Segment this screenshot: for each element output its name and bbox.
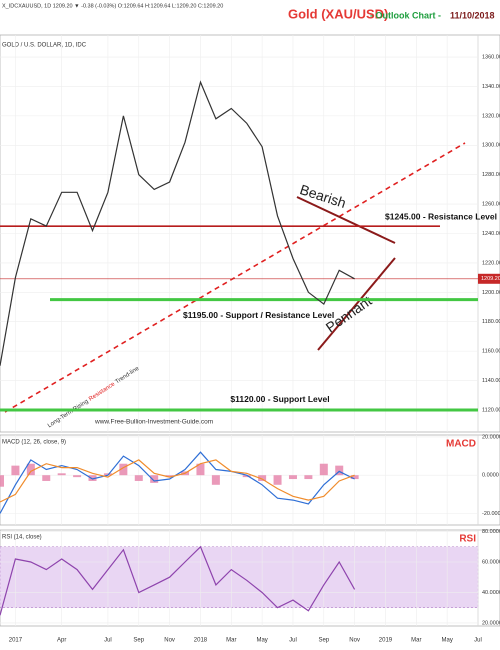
x-tick-label: Sep	[318, 638, 329, 644]
x-tick-label: Apr	[57, 638, 66, 644]
x-tick-label: May	[441, 638, 452, 644]
x-tick-label: 2018	[194, 638, 208, 644]
level-label: $1120.00 - Support Level	[230, 394, 329, 404]
title-date: 11/10/2018	[450, 10, 495, 20]
y-tick-label: 0.0000	[482, 473, 499, 479]
pane-label: MACD	[446, 439, 476, 450]
y-tick-label: 1200.00	[482, 290, 500, 296]
x-tick-label: Jul	[474, 638, 482, 644]
subtitle: GOLD / U.S. DOLLAR, 1D, IDC	[2, 43, 87, 49]
histogram-bar	[304, 475, 313, 480]
histogram-bar	[335, 465, 344, 476]
series-line	[0, 80, 355, 366]
histogram-bar	[150, 475, 159, 483]
x-tick-label: 2017	[9, 638, 23, 644]
histogram-bar	[11, 465, 20, 476]
histogram-bar	[57, 473, 66, 476]
y-tick-label: 1120.00	[482, 407, 500, 413]
histogram-bar	[73, 475, 82, 478]
y-tick-label: 1140.00	[482, 378, 500, 384]
pane-border	[0, 34, 500, 433]
title-mid: - Outlook Chart -	[370, 10, 441, 20]
series-line	[0, 451, 355, 514]
histogram-bar	[42, 475, 51, 481]
y-tick-label: 1360.00	[482, 55, 500, 61]
histogram-bar	[119, 463, 128, 476]
histogram-bar	[88, 475, 97, 481]
y-tick-label: 1180.00	[482, 319, 500, 325]
x-tick-label: Jul	[289, 638, 297, 644]
y-tick-label: 1280.00	[482, 172, 500, 178]
y-tick-label: 1320.00	[482, 113, 500, 119]
level-label: $1195.00 - Support / Resistance Level	[183, 310, 334, 320]
y-tick-label: 20.0000	[482, 620, 500, 626]
trend-line	[4, 142, 466, 413]
x-tick-label: Nov	[349, 638, 360, 644]
x-tick-label: Mar	[226, 638, 236, 644]
pennant-upper	[296, 196, 396, 244]
x-tick-label: Mar	[411, 638, 421, 644]
histogram-bar	[258, 475, 267, 481]
title: Gold (XAU/USD)	[288, 6, 388, 21]
x-tick-label: Sep	[133, 638, 144, 644]
histogram-bar	[273, 475, 282, 485]
y-tick-label: 1160.00	[482, 349, 500, 355]
histogram-bar	[288, 475, 297, 480]
histogram-bar	[211, 475, 220, 485]
level-label: $1245.00 - Resistance Level	[385, 211, 497, 221]
last-price-box	[478, 273, 500, 284]
pane-title: MACD (12, 26, close, 9)	[2, 440, 66, 446]
histogram-bar	[242, 475, 251, 478]
pennant-lower	[317, 257, 396, 351]
histogram-bar	[196, 463, 205, 476]
x-tick-label: May	[256, 638, 267, 644]
rsi-band	[0, 546, 479, 609]
website: www.Free-Bullion-Investment-Guide.com	[94, 419, 213, 426]
y-tick-label: 1260.00	[482, 202, 500, 208]
y-tick-label: 1340.00	[482, 84, 500, 90]
x-tick-label: 2019	[379, 638, 393, 644]
y-tick-label: 1220.00	[482, 260, 500, 266]
series-line	[0, 545, 356, 616]
histogram-bar	[134, 475, 143, 481]
x-tick-label: Nov	[164, 638, 175, 644]
y-tick-label: 80.0000	[482, 529, 500, 535]
pane-border	[0, 529, 500, 627]
last-price-label: 1209.20	[481, 276, 500, 282]
pane-border	[0, 434, 500, 526]
pane-title: RSI (14, close)	[2, 535, 42, 541]
y-tick-label: 1300.00	[482, 143, 500, 149]
pane-label: RSI	[459, 534, 476, 545]
x-tick-label: Jul	[104, 638, 112, 644]
y-tick-label: -20.0000	[482, 511, 500, 517]
y-tick-label: 1240.00	[482, 231, 500, 237]
histogram-bar	[165, 475, 174, 478]
symbol-line: X_IDCXAUUSD, 1D 1209.20 ▼ -0.38 (-0.03%)…	[2, 3, 223, 9]
y-tick-label: 40.0000	[482, 590, 500, 596]
histogram-bar	[0, 475, 4, 487]
y-tick-label: 20.0000	[482, 434, 500, 440]
histogram-bar	[350, 475, 359, 480]
y-tick-label: 60.0000	[482, 559, 500, 565]
series-line	[0, 459, 355, 503]
histogram-bar	[319, 463, 328, 476]
histogram-bar	[26, 463, 35, 476]
